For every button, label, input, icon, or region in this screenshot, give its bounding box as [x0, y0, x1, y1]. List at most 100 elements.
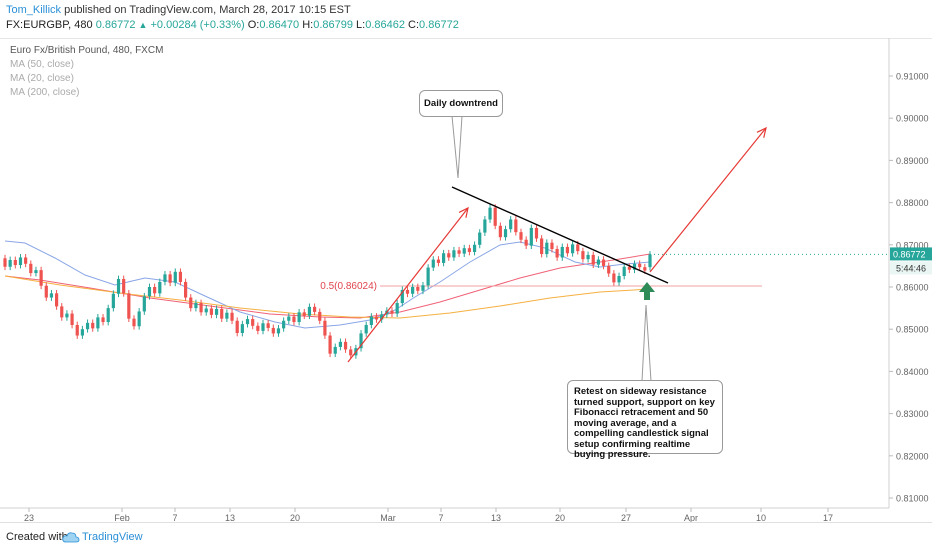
candle-body[interactable]: [8, 259, 12, 267]
candle-body[interactable]: [328, 335, 332, 354]
candle-body[interactable]: [178, 271, 183, 282]
tradingview-brand-link[interactable]: TradingView: [82, 531, 143, 543]
candle-body[interactable]: [49, 293, 54, 298]
candle-body[interactable]: [116, 278, 121, 294]
candle-body[interactable]: [101, 317, 105, 323]
downtrend-callout[interactable]: Daily downtrend: [419, 90, 503, 117]
candle-body[interactable]: [24, 257, 28, 264]
candle-body[interactable]: [343, 341, 348, 350]
retest-callout[interactable]: Retest on sideway resistance turned supp…: [567, 380, 723, 460]
candle-body[interactable]: [529, 227, 533, 246]
candle-body[interactable]: [540, 238, 544, 255]
candle-body[interactable]: [601, 259, 606, 266]
candle-body[interactable]: [158, 281, 162, 294]
candles[interactable]: [3, 204, 652, 359]
candle-body[interactable]: [96, 317, 100, 329]
downtrend-line[interactable]: [451, 186, 669, 284]
candle-body[interactable]: [240, 324, 244, 333]
candle-body[interactable]: [560, 246, 564, 258]
candle-body[interactable]: [142, 296, 146, 312]
candle-body[interactable]: [395, 303, 399, 314]
ma50-legend[interactable]: MA (50, close): [10, 59, 74, 70]
candle-body[interactable]: [251, 319, 255, 326]
candle-body[interactable]: [80, 329, 84, 336]
candle-body[interactable]: [225, 312, 229, 319]
candle-body[interactable]: [266, 323, 270, 328]
candle-body[interactable]: [576, 244, 580, 252]
candle-body[interactable]: [359, 333, 363, 349]
candle-body[interactable]: [163, 274, 167, 282]
candle-body[interactable]: [261, 323, 265, 331]
candle-body[interactable]: [137, 311, 141, 327]
candle-body[interactable]: [483, 219, 487, 233]
candle-body[interactable]: [369, 316, 373, 325]
candle-body[interactable]: [390, 310, 394, 314]
ma200-legend[interactable]: MA (200, close): [10, 87, 80, 98]
candle-body[interactable]: [168, 274, 172, 283]
candle-body[interactable]: [545, 242, 549, 255]
candle-body[interactable]: [581, 251, 585, 260]
candle-body[interactable]: [555, 249, 559, 258]
candle-body[interactable]: [457, 250, 461, 254]
candle-body[interactable]: [302, 312, 306, 316]
candle-body[interactable]: [39, 270, 43, 286]
candle-body[interactable]: [509, 219, 513, 230]
candle-body[interactable]: [70, 313, 74, 325]
candle-body[interactable]: [596, 259, 600, 265]
candle-body[interactable]: [571, 244, 575, 254]
candle-body[interactable]: [132, 318, 136, 327]
candle-body[interactable]: [550, 242, 554, 250]
candle-body[interactable]: [307, 306, 312, 316]
candle-body[interactable]: [349, 349, 353, 356]
candle-body[interactable]: [426, 267, 430, 286]
candle-body[interactable]: [632, 263, 637, 270]
candle-body[interactable]: [586, 254, 590, 260]
red-arrow-target[interactable]: [649, 127, 767, 273]
candle-body[interactable]: [276, 328, 281, 334]
candle-body[interactable]: [488, 207, 492, 220]
candle-body[interactable]: [648, 254, 652, 268]
candle-body[interactable]: [338, 341, 342, 347]
candle-body[interactable]: [467, 248, 471, 252]
candle-body[interactable]: [3, 258, 7, 267]
candle-body[interactable]: [91, 322, 95, 329]
candle-body[interactable]: [607, 265, 611, 274]
candle-body[interactable]: [44, 285, 48, 298]
candle-body[interactable]: [436, 259, 441, 263]
candle-body[interactable]: [462, 248, 466, 254]
candle-body[interactable]: [374, 316, 379, 320]
candle-body[interactable]: [147, 287, 152, 297]
candle-body[interactable]: [472, 244, 477, 252]
candle-body[interactable]: [431, 259, 435, 268]
candle-body[interactable]: [209, 308, 213, 315]
candle-body[interactable]: [313, 306, 317, 312]
candle-body[interactable]: [292, 316, 296, 323]
candle-body[interactable]: [519, 232, 523, 240]
candle-body[interactable]: [18, 257, 23, 266]
candle-body[interactable]: [534, 227, 539, 239]
candle-body[interactable]: [230, 312, 234, 321]
candle-body[interactable]: [400, 289, 404, 304]
candle-body[interactable]: [127, 293, 131, 319]
candle-body[interactable]: [282, 320, 286, 329]
candle-body[interactable]: [643, 267, 647, 271]
candle-body[interactable]: [591, 254, 595, 265]
candle-body[interactable]: [122, 278, 126, 294]
candle-body[interactable]: [256, 325, 260, 331]
candle-body[interactable]: [612, 273, 616, 283]
candle-body[interactable]: [297, 312, 301, 323]
candle-body[interactable]: [55, 293, 59, 307]
candle-body[interactable]: [184, 281, 188, 298]
candle-body[interactable]: [333, 346, 337, 354]
candle-body[interactable]: [235, 320, 239, 333]
price-chart[interactable]: 0.81000 0.82000 0.83000 0.84000 0.85000 0.860…: [0, 38, 932, 522]
candle-body[interactable]: [442, 253, 446, 263]
candle-body[interactable]: [220, 308, 224, 319]
candle-body[interactable]: [287, 316, 291, 321]
candle-body[interactable]: [85, 322, 90, 330]
candle-body[interactable]: [514, 219, 518, 233]
candle-body[interactable]: [452, 250, 456, 258]
candle-body[interactable]: [565, 246, 570, 254]
up-arrow-icon[interactable]: [639, 282, 655, 300]
candle-body[interactable]: [111, 293, 115, 309]
